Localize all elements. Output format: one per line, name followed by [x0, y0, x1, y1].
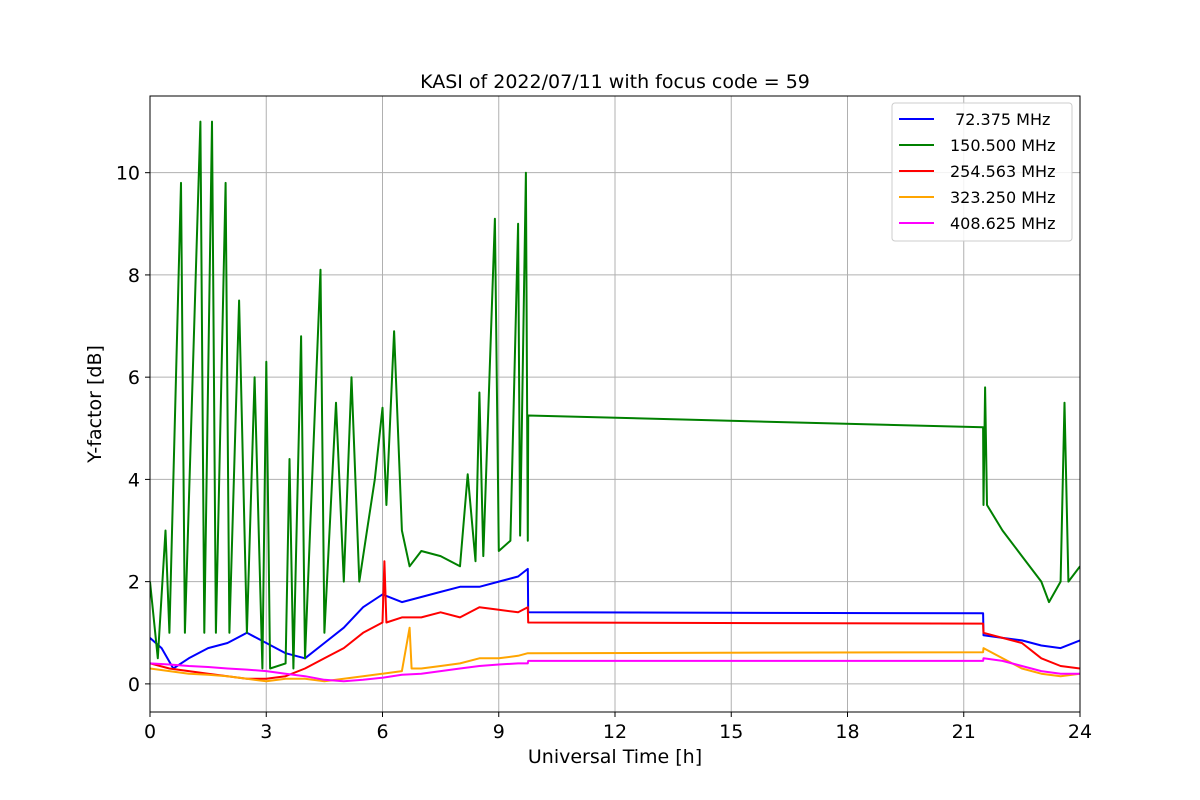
x-tick-label: 3	[260, 721, 272, 743]
y-tick-label: 8	[128, 265, 140, 287]
legend-label-4: 408.625 MHz	[950, 214, 1055, 233]
x-axis-title: Universal Time [h]	[528, 746, 702, 768]
plot-series-group	[150, 120, 1080, 683]
y-axis-ticks: 0 2 4 6 8 10	[116, 163, 150, 696]
x-axis-ticks: 0 3 6 9 12 15 18 21 24	[144, 712, 1092, 743]
y-tick-label: 2	[128, 572, 140, 594]
series-line-0	[150, 567, 1080, 670]
y-tick-label: 0	[128, 674, 140, 696]
y-tick-label: 4	[128, 469, 140, 491]
x-tick-label: 21	[952, 721, 976, 743]
series-line-1	[150, 120, 1080, 670]
x-tick-label: 9	[493, 721, 505, 743]
x-tick-label: 6	[376, 721, 388, 743]
chart-title: KASI of 2022/07/11 with focus code = 59	[420, 71, 810, 93]
y-tick-label: 10	[116, 163, 140, 185]
x-tick-label: 18	[835, 721, 859, 743]
legend-label-2: 254.563 MHz	[950, 162, 1055, 181]
x-tick-label: 24	[1068, 721, 1092, 743]
x-tick-label: 12	[603, 721, 627, 743]
legend-box	[891, 102, 1073, 242]
y-axis-title: Y-factor [dB]	[84, 345, 106, 464]
legend-label-3: 323.250 MHz	[950, 188, 1055, 207]
x-tick-label: 15	[719, 721, 743, 743]
y-tick-label: 6	[128, 367, 140, 389]
legend-label-1: 150.500 MHz	[950, 136, 1055, 155]
series-line-4	[150, 657, 1080, 683]
series-line-3	[150, 626, 1080, 683]
legend-label-0: 72.375 MHz	[950, 110, 1050, 129]
x-tick-label: 0	[144, 721, 156, 743]
legend: 72.375 MHz 150.500 MHz 254.563 MHz 323.250 …	[891, 102, 1073, 242]
